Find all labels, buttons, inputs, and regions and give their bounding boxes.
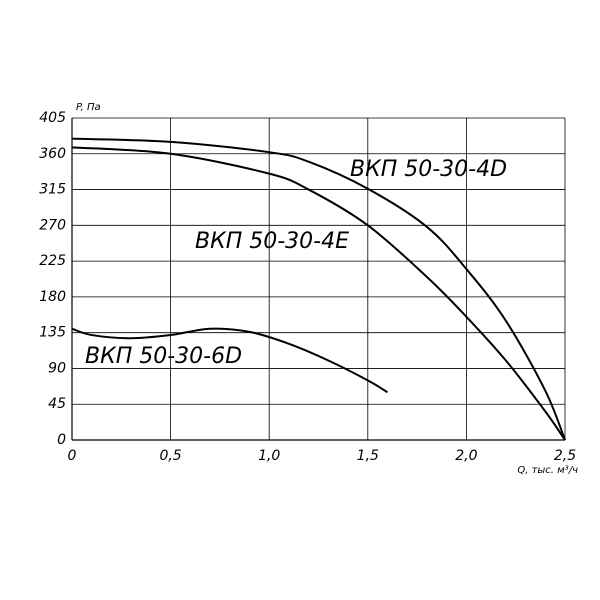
x-tick-label: 2,5 (554, 448, 576, 464)
curve (71, 146, 566, 441)
curve (71, 137, 566, 441)
curve-label: ВКП 50-30-4E (195, 229, 349, 254)
x-tick-label: 2,0 (455, 448, 477, 464)
x-tick-label: 1,0 (258, 448, 280, 464)
y-tick-label: 90 (48, 360, 66, 376)
y-tick-label: 360 (39, 146, 66, 162)
y-tick-label: 315 (39, 182, 66, 198)
x-tick-label: 1,5 (357, 448, 379, 464)
y-tick-label: 135 (39, 325, 66, 341)
y-tick-label: 270 (39, 217, 66, 233)
y-tick-label: 180 (39, 289, 66, 305)
y-tick-label: 45 (48, 396, 66, 412)
curve (71, 327, 389, 394)
x-tick-label: 0,5 (159, 448, 181, 464)
x-axis-label: Q, тыс. м³/ч (517, 465, 578, 476)
y-tick-label: 405 (39, 110, 66, 126)
y-tick-label: 225 (39, 253, 66, 269)
curve-label: ВКП 50-30-4D (350, 157, 507, 182)
x-tick-label: 0 (68, 448, 77, 464)
y-tick-label: 0 (57, 432, 66, 448)
y-axis-label: P, Па (76, 102, 101, 113)
curve-label: ВКП 50-30-6D (85, 344, 242, 369)
